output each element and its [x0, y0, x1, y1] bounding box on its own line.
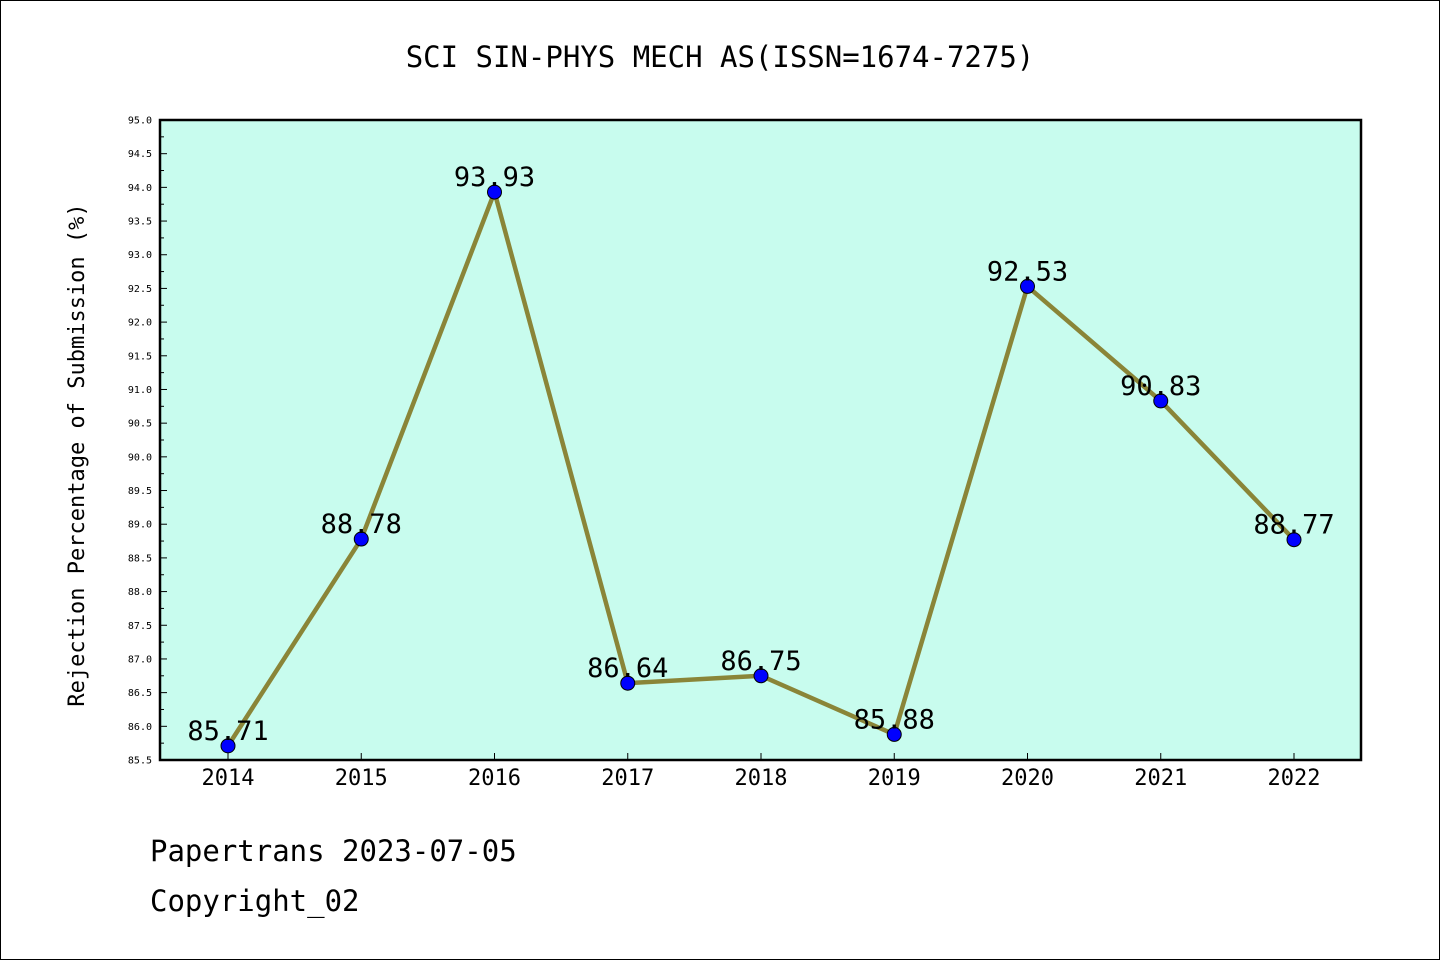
- data-labels: 85.71 88.78 93.93 86.64 86.75 85.88 92.53 90.83…: [187, 162, 1334, 747]
- footer-date: Papertrans 2023-07-05: [150, 834, 517, 868]
- x-tick-label: 2019: [868, 766, 921, 791]
- series-rejection-rate: [220, 184, 1302, 754]
- x-tick-label: 2022: [1268, 766, 1321, 791]
- x-tick-label: 2021: [1134, 766, 1187, 791]
- data-label: 85.71: [187, 716, 268, 747]
- chart-title: SCI SIN-PHYS MECH AS(ISSN=1674-7275): [406, 40, 1035, 74]
- y-tick-label: 90.0: [128, 452, 152, 463]
- y-tick-label: 95.0: [128, 116, 152, 127]
- data-label: 90.83: [1120, 371, 1201, 402]
- data-point: [1020, 278, 1035, 294]
- x-tick-label: 2018: [735, 766, 788, 791]
- x-tick-label: 2014: [202, 766, 255, 791]
- plot-border: [158, 118, 1363, 762]
- data-label: 93.93: [454, 162, 535, 193]
- y-tick-label: 88.0: [128, 587, 152, 598]
- y-tick-label: 88.5: [128, 553, 152, 564]
- y-tick-label: 87.0: [128, 654, 152, 665]
- y-tick-label: 94.5: [128, 149, 152, 160]
- y-tick-label: 90.5: [128, 419, 152, 430]
- y-tick-label: 92.5: [128, 284, 152, 295]
- y-tick-label: 91.0: [128, 385, 152, 396]
- data-label: 88.77: [1253, 510, 1334, 541]
- y-tick-label: 93.0: [128, 250, 152, 261]
- data-label: 86.64: [587, 653, 668, 684]
- x-tick-label: 2016: [468, 766, 521, 791]
- data-point: [1153, 393, 1169, 409]
- y-tick-label: 85.5: [128, 756, 152, 767]
- y-axis-label: Rejection Percentage of Submission (%): [65, 203, 90, 706]
- data-label: 86.75: [720, 646, 801, 677]
- y-tick-label: 92.0: [128, 318, 152, 329]
- y-axis: 85.5 86.0 86.5 87.0 87.5 88.0 88.5 89.0 89.5 90.0…: [128, 116, 167, 767]
- data-point: [487, 184, 502, 200]
- x-axis: 2014 2015 2016 2017 2018 2019 2020 2021 2022: [202, 753, 1321, 791]
- y-tick-label: 91.5: [128, 351, 152, 362]
- y-tick-label: 93.5: [128, 217, 152, 228]
- data-point: [753, 668, 769, 684]
- data-point: [220, 738, 236, 754]
- data-label: 88.78: [321, 509, 402, 540]
- x-tick-label: 2017: [601, 766, 654, 791]
- y-tick-label: 89.0: [128, 520, 152, 531]
- x-tick-label: 2020: [1001, 766, 1054, 791]
- y-tick-label: 89.5: [128, 486, 152, 497]
- data-point: [620, 675, 636, 691]
- data-point: [886, 726, 902, 742]
- data-point: [353, 531, 369, 547]
- data-label: 85.88: [854, 704, 935, 735]
- data-point: [1286, 532, 1302, 548]
- y-tick-label: 87.5: [128, 621, 152, 632]
- plot-area: [160, 120, 1361, 760]
- y-tick-label: 94.0: [128, 183, 152, 194]
- x-tick-label: 2015: [335, 766, 388, 791]
- y-tick-label: 86.0: [128, 722, 152, 733]
- footer-copyright: Copyright_02: [150, 884, 360, 918]
- y-tick-label: 86.5: [128, 688, 152, 699]
- data-label: 92.53: [987, 256, 1068, 287]
